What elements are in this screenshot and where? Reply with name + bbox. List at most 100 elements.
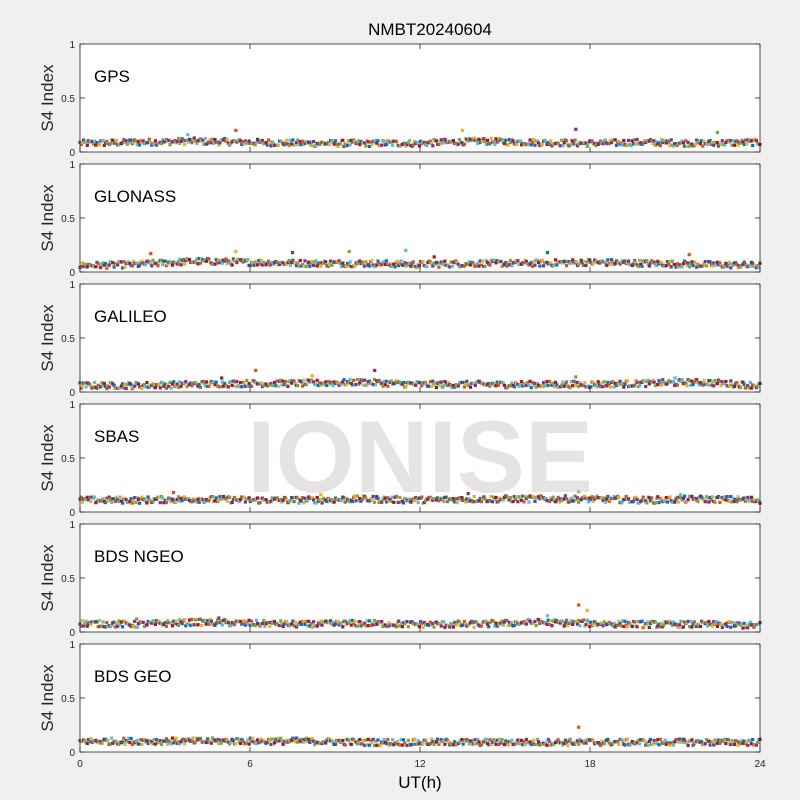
data-point (114, 495, 119, 499)
data-point (247, 139, 251, 143)
data-point (271, 141, 275, 145)
data-point (475, 138, 479, 142)
data-point (370, 741, 374, 745)
data-point (697, 139, 701, 143)
data-point (453, 385, 457, 389)
data-point (467, 497, 471, 501)
data-point (661, 625, 665, 629)
data-point (696, 500, 700, 504)
data-point (476, 737, 480, 741)
data-point (321, 261, 325, 265)
data-point (382, 139, 386, 143)
data-point (423, 380, 428, 384)
data-point (651, 378, 655, 382)
data-point (507, 263, 511, 267)
data-point (174, 619, 178, 623)
data-point (648, 499, 653, 503)
data-point (520, 380, 524, 384)
data-point (546, 618, 550, 622)
data-point (113, 499, 117, 504)
data-point (91, 142, 95, 146)
data-point (573, 380, 577, 384)
data-point (585, 260, 589, 264)
data-point (220, 380, 224, 384)
data-point (269, 381, 273, 386)
data-point (742, 621, 746, 625)
data-point (151, 499, 155, 503)
data-point (273, 620, 277, 624)
data-point (288, 499, 292, 503)
data-point (683, 738, 687, 742)
data-point (696, 738, 700, 743)
data-point (123, 382, 127, 386)
data-point (121, 266, 125, 270)
data-point (142, 738, 147, 742)
data-point (586, 620, 591, 624)
data-point (668, 144, 672, 148)
data-point (558, 621, 563, 625)
data-point (103, 262, 108, 266)
data-point (242, 142, 246, 146)
data-point (530, 740, 535, 744)
data-point (583, 739, 587, 743)
data-point (152, 738, 156, 742)
data-point (398, 262, 402, 266)
data-point (389, 140, 393, 144)
data-point (412, 499, 417, 503)
y-tick-label: 0 (69, 748, 75, 759)
data-point (509, 495, 513, 500)
data-point (366, 737, 370, 741)
data-point (639, 262, 643, 266)
data-point (243, 384, 247, 388)
data-point (620, 143, 625, 147)
data-point (481, 497, 485, 501)
data-point (579, 258, 583, 262)
data-point (550, 383, 554, 387)
data-point (578, 737, 582, 741)
data-point (198, 137, 202, 141)
data-point (635, 497, 639, 502)
data-point (575, 496, 580, 500)
data-point (363, 378, 367, 382)
data-point (121, 625, 125, 629)
data-point (280, 500, 284, 504)
data-point (584, 263, 588, 268)
data-point (438, 740, 442, 744)
data-point (93, 495, 97, 499)
data-point (242, 496, 246, 500)
data-point (494, 137, 498, 141)
data-point (628, 621, 632, 625)
data-point (341, 739, 345, 743)
data-point (494, 621, 498, 625)
data-point (161, 262, 165, 267)
data-point (427, 623, 431, 627)
data-point (600, 496, 604, 500)
data-point (146, 741, 150, 745)
panel-label: BDS GEO (94, 667, 171, 686)
data-point (169, 500, 173, 504)
data-point (693, 142, 698, 146)
data-point (228, 260, 232, 264)
data-point (186, 622, 190, 626)
data-point (709, 498, 713, 502)
data-point (454, 497, 458, 501)
data-point (563, 383, 567, 387)
data-point (509, 140, 513, 144)
data-point (718, 741, 722, 745)
data-point (718, 379, 722, 383)
data-point (605, 497, 609, 501)
data-point (620, 739, 625, 743)
data-point (617, 619, 621, 623)
data-point (522, 740, 526, 744)
data-point (442, 141, 446, 145)
data-point (363, 743, 367, 747)
data-point (591, 739, 595, 743)
data-point (711, 624, 715, 628)
data-point (150, 264, 154, 268)
data-point (204, 259, 209, 263)
data-point (232, 623, 237, 627)
data-point (590, 495, 594, 499)
data-point (420, 621, 424, 626)
data-point (505, 741, 509, 745)
